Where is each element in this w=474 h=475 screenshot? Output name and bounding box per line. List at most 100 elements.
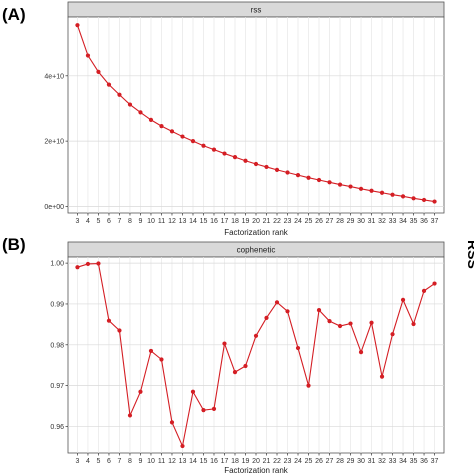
chart-cophenetic-point [379, 374, 385, 379]
chart-cophenetic-point [348, 321, 353, 326]
chart-rss-x-tick-label: 17 [221, 218, 229, 225]
chart-cophenetic-point [264, 315, 269, 320]
chart-rss-point [180, 134, 185, 139]
chart-cophenetic-point [211, 406, 217, 411]
chart-rss-x-tick-label: 23 [284, 218, 292, 225]
chart-cophenetic-point [327, 319, 332, 324]
chart-rss-x-tick-label: 27 [326, 218, 334, 225]
chart-cophenetic-point [127, 413, 133, 418]
chart-cophenetic-point [390, 332, 395, 337]
chart-rss-point [274, 167, 280, 172]
chart-rss-point [369, 188, 374, 193]
chart-cophenetic-x-tick-label: 21 [263, 458, 271, 465]
chart-cophenetic-point [201, 408, 206, 413]
chart-cophenetic-x-tick-label: 35 [410, 458, 418, 465]
chart-cophenetic-point [306, 383, 311, 388]
chart-cophenetic-x-tick-label: 18 [231, 458, 239, 465]
chart-cophenetic-x-tick-label: 19 [242, 458, 250, 465]
chart-rss-point [96, 69, 101, 74]
chart-rss-x-tick-label: 13 [179, 218, 187, 225]
chart-cophenetic-x-tick-label: 36 [420, 458, 428, 465]
chart-rss-x-tick-label: 24 [294, 218, 302, 225]
chart-rss-x-tick-label: 33 [389, 218, 397, 225]
chart-cophenetic-point [316, 307, 322, 313]
chart-rss-point [348, 184, 353, 189]
chart-cophenetic-x-tick-label: 37 [431, 458, 439, 465]
chart-rss-point [358, 186, 364, 191]
chart-rss-y-tick-label: 4e+10 [44, 73, 64, 80]
chart-rss-point [211, 147, 217, 152]
chart-cophenetic-point [180, 443, 185, 449]
chart-cophenetic-y-tick-label: 0.96 [50, 424, 64, 431]
chart-cophenetic-point [117, 328, 122, 333]
chart-cophenetic-point [159, 357, 164, 362]
chart-cophenetic-point [190, 389, 196, 394]
chart-cophenetic-x-tick-label: 17 [221, 458, 229, 465]
chart-rss-x-tick-label: 29 [347, 218, 355, 225]
chart-cophenetic-point [411, 321, 416, 327]
chart-rss-x-tick-label: 5 [97, 218, 101, 225]
chart-cophenetic-x-tick-label: 12 [168, 458, 176, 465]
chart-rss-x-tick-label: 32 [378, 218, 386, 225]
chart-rss-point [295, 173, 301, 178]
chart-rss-x-tick-label: 11 [158, 218, 165, 225]
chart-cophenetic-point [337, 323, 343, 329]
chart-rss-point [222, 151, 227, 156]
chart-rss-point [379, 190, 385, 195]
chart-rss-x-tick-label: 6 [107, 218, 111, 225]
chart-cophenetic-point [285, 309, 290, 314]
chart-rss-x-tick-label: 10 [147, 218, 155, 225]
chart-cophenetic-xlabel: Factorization rank [224, 466, 289, 475]
chart-cophenetic-y-tick-label: 0.97 [50, 383, 64, 390]
chart-cophenetic-x-tick-label: 6 [107, 458, 111, 465]
chart-cophenetic-x-tick-label: 27 [326, 458, 334, 465]
chart-rss-point [75, 23, 80, 28]
chart-rss-x-tick-label: 30 [357, 218, 365, 225]
chart-rss-x-tick-label: 8 [128, 218, 132, 225]
chart-rss: rss 3 4 5 6 7 8 9 10 11 12 13 14 15 16 17 18 19 20 21 22 23 2… [44, 1, 445, 237]
chart-rss-x-tick-label: 18 [231, 218, 239, 225]
chart-rss-axes: 3 4 5 6 7 8 9 10 11 12 13 14 15 16 17 18 19 20 21 22 23 24 25 2… [44, 73, 438, 225]
chart-cophenetic-point [295, 345, 301, 351]
chart-rss-point [390, 192, 395, 197]
chart-cophenetic-x-tick-label: 4 [86, 458, 90, 465]
chart-cophenetic-point [274, 300, 280, 305]
chart-cophenetic-x-tick-label: 15 [200, 458, 208, 465]
panel-b-letter: (B) [2, 235, 26, 254]
chart-cophenetic-point [222, 341, 227, 346]
chart-cophenetic-x-tick-label: 3 [75, 458, 79, 465]
chart-rss-point [285, 170, 290, 175]
chart-cophenetic-x-tick-label: 25 [305, 458, 313, 465]
chart-rss-x-tick-label: 28 [336, 218, 344, 225]
chart-rss-points [75, 23, 437, 204]
chart-rss-point [400, 194, 406, 199]
chart-cophenetic-x-tick-label: 10 [147, 458, 155, 465]
chart-cophenetic-point [169, 420, 175, 425]
chart-cophenetic-x-tick-label: 34 [399, 458, 407, 465]
chart-cophenetic-x-tick-label: 31 [368, 458, 376, 465]
chart-cophenetic-point [432, 281, 437, 286]
chart-cophenetic-x-tick-label: 30 [357, 458, 365, 465]
chart-rss-point [169, 129, 175, 134]
chart-rss-y-tick-label: 2e+10 [44, 139, 64, 146]
chart-cophenetic-x-tick-label: 22 [273, 458, 281, 465]
chart-cophenetic-y-tick-label: 1.00 [50, 261, 64, 268]
chart-cophenetic-point [138, 389, 143, 394]
chart-cophenetic: cophenetic 3 4 5 6 7 8 9 10 11 12 13 14 15 16 17 18 19 20… [50, 241, 445, 475]
chart-cophenetic-point [106, 318, 112, 323]
chart-rss-gridlines [68, 17, 444, 213]
chart-cophenetic-point [358, 350, 364, 355]
chart-cophenetic-point [148, 348, 154, 354]
chart-rss-point [337, 182, 343, 187]
chart-rss-x-tick-label: 12 [168, 218, 176, 225]
chart-rss-point [432, 199, 437, 204]
chart-cophenetic-gridlines [68, 257, 444, 453]
chart-rss-x-tick-label: 14 [189, 218, 197, 225]
chart-rss-point [306, 175, 311, 180]
chart-cophenetic-title: cophenetic [237, 246, 276, 255]
chart-rss-x-tick-label: 4 [86, 218, 90, 225]
chart-cophenetic-point [253, 333, 259, 338]
chart-rss-point [232, 155, 238, 160]
chart-cophenetic-x-tick-label: 23 [284, 458, 292, 465]
